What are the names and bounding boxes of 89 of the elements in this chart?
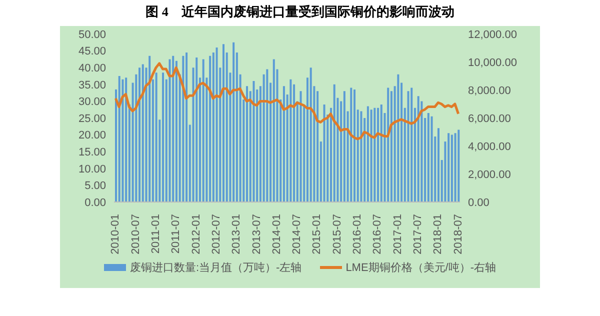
bar [272,59,275,202]
x-tick-label: 2014-07 [291,214,304,254]
y-tick-label: 15.00 [78,146,106,159]
y2-tick-label: 2,000.00 [468,168,511,181]
legend-label: 废铜进口数量:当月值（万吨）-左轴 [130,260,302,275]
y-tick-label: 0.00 [84,196,106,209]
bar [370,110,372,202]
y-tick-label: 30.00 [78,96,106,108]
bar [377,108,380,202]
bar [387,88,390,202]
x-tick-label: 2016-07 [372,214,384,254]
bar [172,56,174,202]
x-tick-label: 2017-07 [412,214,424,254]
x-tick-label: 2016-01 [352,214,364,254]
y2-tick-label: 10,000.00 [468,56,517,69]
bar [333,84,336,202]
bar [448,133,450,202]
bar [407,91,410,202]
bar [397,74,400,202]
bar [323,104,326,202]
bar [182,56,184,202]
bar [162,72,164,202]
x-tick-label: 2014-01 [270,214,283,254]
y2-tick-label: 6,000.00 [468,112,511,125]
y2-tick-label: 12,000.00 [468,28,517,41]
bar [252,81,255,202]
x-tick-label: 2012-01 [190,214,202,254]
bar [122,79,124,202]
y2-tick-label: 0.00 [468,196,490,209]
bar [430,116,433,202]
y2-tick-label: 4,000.00 [468,140,511,153]
bar [360,111,362,202]
bar [155,72,158,202]
bar [266,69,268,202]
y-tick-label: 50.00 [78,28,106,41]
bar [186,52,188,202]
bar [417,96,420,202]
x-tick-label: 2012-07 [210,214,222,254]
bar [125,78,128,202]
bar [142,64,144,202]
bar [282,86,285,202]
bar [450,134,453,202]
bar [380,104,382,202]
x-tick-label: 2010-07 [130,214,142,254]
chart-title: 图 4 近年国内废铜进口量受到国际铜价的影响而波动 [144,3,456,21]
bar [350,88,352,202]
bar [366,106,369,202]
x-tick-label: 2011-01 [150,214,162,254]
x-tick-label: 2018-07 [452,214,464,254]
bar [232,42,235,202]
y-tick-label: 45.00 [78,46,106,58]
bar [196,58,198,202]
y-tick-label: 10.00 [78,163,106,176]
bar [118,76,120,202]
y-tick-label: 40.00 [78,62,106,75]
bar [138,68,141,202]
bar [454,133,456,202]
bar [148,56,151,202]
x-tick-label: 2018-01 [432,214,444,254]
bar [354,89,356,202]
bar [410,88,413,202]
x-tick-label: 2013-07 [250,214,263,254]
bar [209,56,212,202]
y-tick-label: 25.00 [78,112,106,125]
bar [458,130,460,202]
y-tick-label: 5.00 [84,180,106,192]
line-series [114,62,460,140]
bar [300,91,302,202]
bar [202,59,204,202]
bar [216,47,218,202]
bar [310,68,312,202]
bar [168,59,171,202]
bar [246,86,248,202]
x-tick-label: 2011-07 [170,214,182,254]
bar [222,44,224,202]
x-tick-label: 2015-01 [311,214,324,254]
bar [374,108,376,202]
legend-label: LME期铜价格（美元/吨）-右轴 [346,260,496,275]
bar [427,112,430,202]
bar [437,128,440,202]
x-tick-label: 2017-01 [392,214,404,254]
bar [343,91,346,202]
y-tick-label: 35.00 [78,79,106,92]
y2-tick-label: 8,000.00 [468,84,511,97]
y-tick-label: 20.00 [78,130,106,142]
x-tick-label: 2015-07 [331,214,344,254]
x-tick-label: 2010-01 [110,214,122,254]
bar [290,79,292,202]
x-tick-label: 2013-01 [230,214,243,254]
